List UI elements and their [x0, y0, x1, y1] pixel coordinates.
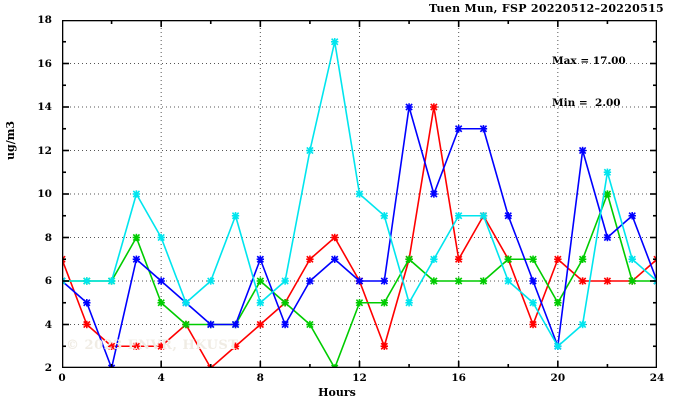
x-tick-label: 4 — [157, 372, 165, 384]
x-axis-label: Hours — [318, 386, 356, 399]
chart-title: Tuen Mun, FSP 20220512–20220515 — [429, 2, 664, 15]
y-tick-label: 6 — [44, 275, 52, 287]
chart-canvas — [62, 20, 657, 368]
y-tick-label: 4 — [44, 318, 52, 331]
y-tick-label: 16 — [37, 57, 52, 70]
y-axis-label: ug/m3 — [4, 121, 17, 160]
x-tick-label: 24 — [649, 372, 665, 384]
y-tick-label: 10 — [37, 188, 52, 200]
y-tick-label: 2 — [44, 362, 52, 374]
y-tick-label: 18 — [37, 14, 52, 26]
max-value-label: Max = 17.00 — [552, 55, 626, 67]
plot-area — [62, 20, 657, 368]
x-tick-label: 16 — [451, 372, 466, 384]
y-tick-label: 14 — [37, 101, 52, 113]
x-tick-label: 0 — [58, 372, 66, 384]
y-tick-label: 8 — [44, 231, 52, 244]
x-tick-label: 8 — [256, 372, 264, 384]
stats-legend: Max = 17.00 Min = 2.00 — [552, 26, 626, 138]
x-tick-label: 12 — [352, 372, 367, 384]
x-tick-label: 20 — [550, 372, 566, 384]
y-tick-label: 12 — [37, 144, 52, 157]
min-value-label: Min = 2.00 — [552, 97, 621, 109]
